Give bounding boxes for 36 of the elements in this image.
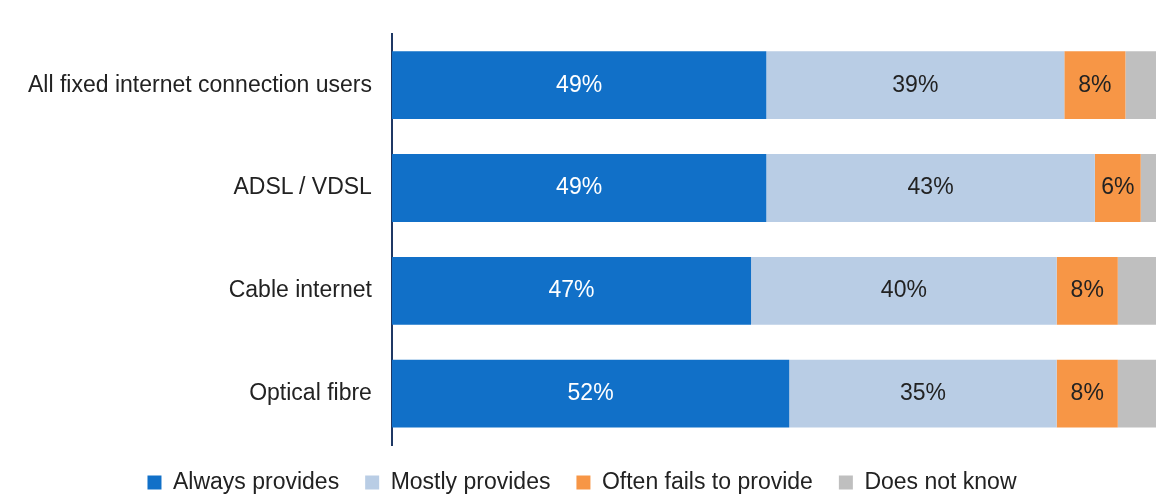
bar: [751, 256, 1057, 325]
bar: [391, 256, 752, 325]
legend-label: Mostly provides: [390, 467, 551, 494]
bar: [1056, 256, 1118, 325]
bar: [789, 359, 1057, 428]
legend-label: Often fails to provide: [601, 467, 813, 494]
y-tick-label: ADSL / VDSL: [233, 173, 373, 200]
data-label: 49%: [556, 70, 603, 97]
bar: [1125, 51, 1156, 120]
bar: [1064, 51, 1126, 120]
y-tick-label: Optical fibre: [249, 378, 372, 405]
data-label: 52%: [567, 378, 614, 405]
data-label: 43%: [907, 173, 954, 200]
bar: [391, 359, 790, 428]
data-label: 49%: [556, 173, 603, 200]
bar: [391, 51, 767, 120]
data-label: 47%: [548, 276, 595, 303]
data-label: 8%: [1070, 378, 1104, 405]
bar: [766, 154, 1095, 222]
bar: [1140, 154, 1156, 222]
bar: [391, 154, 767, 222]
data-label: 8%: [1070, 276, 1104, 303]
y-tick-label: All fixed internet connection users: [27, 70, 372, 97]
data-label: 40%: [880, 276, 927, 303]
data-label: 39%: [892, 70, 939, 97]
y-tick-label: Cable internet: [228, 276, 373, 303]
legend-label: Always provides: [172, 467, 340, 494]
legend-label: Does not know: [864, 467, 1017, 494]
bar: [1117, 359, 1156, 428]
bar: [1056, 359, 1118, 428]
bar: [766, 51, 1065, 120]
data-label: 8%: [1078, 70, 1112, 97]
data-label: 35%: [899, 378, 946, 405]
bar: [1117, 256, 1156, 325]
bar: [1094, 154, 1141, 222]
data-label: 6%: [1101, 173, 1135, 200]
